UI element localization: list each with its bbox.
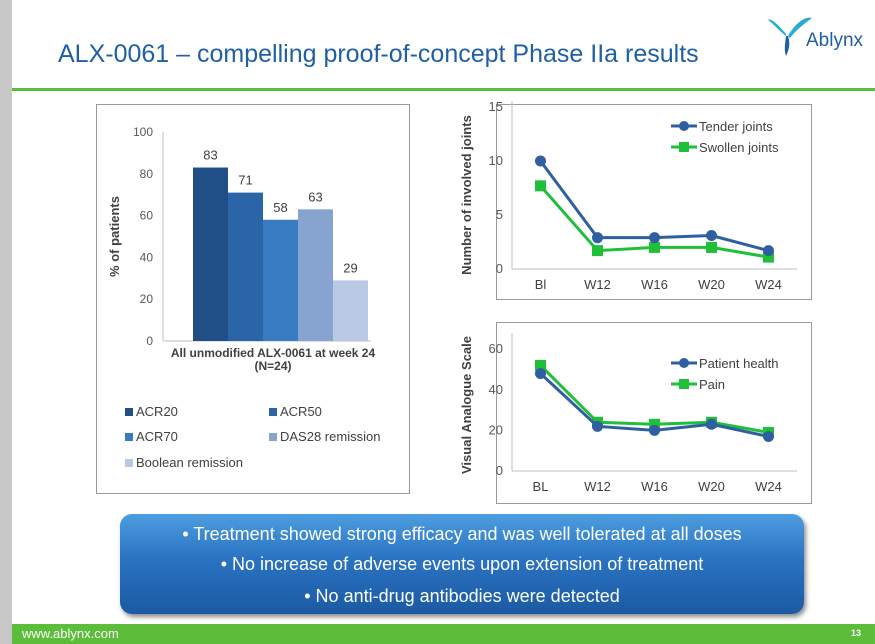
y-axis-title: Visual Analogue Scale — [459, 336, 474, 474]
data-point — [706, 230, 717, 242]
y-tick-label: 60 — [489, 341, 503, 356]
x-tick-label: W12 — [584, 479, 611, 494]
footer-bar: www.ablynx.com 13 — [12, 624, 875, 644]
x-tick-label: Bl — [535, 277, 547, 292]
legend-label: Boolean remission — [136, 455, 243, 470]
vas-chart: 0 20 40 60 BL W12 W16 W20 W24 Visual Analogue Sca… — [459, 333, 797, 494]
bar-data-label: 58 — [273, 200, 287, 215]
legend-marker — [679, 121, 689, 131]
bar-data-label: 71 — [238, 173, 252, 188]
joints-chart: 0 5 10 15 Bl W12 W16 W20 W24 Number of involved j… — [459, 99, 797, 292]
x-tick-label: W16 — [641, 277, 668, 292]
x-tick-label: W24 — [755, 479, 782, 494]
footer-url[interactable]: www.ablynx.com — [22, 626, 119, 641]
bar-data-label: 29 — [343, 260, 357, 275]
finding-1: • Treatment showed strong efficacy and w… — [182, 524, 742, 544]
x-tick-label: W20 — [698, 479, 725, 494]
legend-swatch — [125, 408, 133, 416]
key-findings-callout: • Treatment showed strong efficacy and w… — [120, 514, 804, 614]
x-axis-title: All unmodified ALX-0061 at week 24 — [171, 346, 376, 360]
bar-boolean-remission — [333, 280, 368, 341]
data-point — [706, 241, 717, 253]
bar-chart: 0 20 40 60 80 100 % of patients 83 71 58 63 29 All u… — [107, 125, 380, 470]
bar-acr20 — [193, 167, 228, 341]
x-tick-label: W20 — [698, 277, 725, 292]
data-point — [535, 155, 546, 167]
legend-label: Pain — [699, 377, 725, 392]
bar-acr70 — [263, 219, 298, 341]
y-tick-label: 20 — [140, 292, 154, 306]
bar-chart-panel: 0 20 40 60 80 100 % of patients 83 71 58 63 29 All u… — [96, 104, 410, 494]
legend-label: Swollen joints — [699, 140, 779, 155]
slide: ALX-0061 – compelling proof-of-concept P… — [12, 0, 875, 644]
data-point — [592, 232, 603, 244]
finding-2: • No increase of adverse events upon ext… — [220, 554, 704, 574]
legend-label: ACR20 — [136, 404, 178, 419]
logo-text: Ablynx — [806, 30, 864, 51]
data-point — [763, 251, 774, 263]
legend-label: ACR70 — [136, 429, 178, 444]
bar-acr50 — [228, 192, 263, 341]
legend-swatch — [269, 433, 277, 441]
legend-label: ACR50 — [280, 404, 322, 419]
y-tick-label: 0 — [146, 334, 153, 348]
y-tick-label: 5 — [496, 207, 503, 222]
x-tick-label: BL — [533, 479, 549, 494]
bar-das28-remission — [298, 209, 333, 341]
slide-title: ALX-0061 – compelling proof-of-concept P… — [58, 40, 699, 68]
legend-label: Tender joints — [699, 119, 773, 134]
y-tick-label: 0 — [496, 261, 503, 276]
y-tick-label: 40 — [140, 250, 154, 264]
legend-swatch — [125, 459, 133, 467]
legend-marker — [679, 142, 689, 152]
data-point — [649, 232, 660, 244]
x-tick-label: W12 — [584, 277, 611, 292]
data-point — [649, 418, 660, 430]
ablynx-logo-icon — [768, 17, 812, 56]
x-axis-title: (N=24) — [254, 359, 291, 373]
bar-data-label: 83 — [203, 148, 217, 163]
data-point — [763, 430, 774, 442]
data-point — [649, 241, 660, 253]
data-point — [592, 245, 603, 257]
y-tick-label: 10 — [489, 153, 503, 168]
x-tick-label: W16 — [641, 479, 668, 494]
data-point — [535, 359, 546, 371]
legend-swatch — [125, 433, 133, 441]
legend-marker — [679, 379, 689, 389]
legend-label: Patient health — [699, 356, 779, 371]
data-point — [535, 180, 546, 192]
x-tick-label: W24 — [755, 277, 782, 292]
bar-data-label: 63 — [308, 189, 322, 204]
vas-chart-panel: 0 20 40 60 BL W12 W16 W20 W24 Visual Analogue Sca… — [459, 322, 812, 504]
y-tick-label: 15 — [489, 99, 503, 114]
y-axis-title: Number of involved joints — [459, 115, 474, 275]
page-number: 13 — [850, 628, 861, 638]
legend-swatch — [269, 408, 277, 416]
y-tick-label: 60 — [140, 209, 154, 223]
joints-chart-panel: 0 5 10 15 Bl W12 W16 W20 W24 Number of involved j… — [459, 99, 812, 300]
title-divider — [12, 88, 875, 91]
data-point — [649, 424, 660, 436]
y-tick-label: 0 — [496, 463, 503, 478]
y-tick-label: 100 — [133, 125, 153, 139]
y-tick-label: 20 — [489, 422, 503, 437]
data-point — [592, 420, 603, 432]
y-axis-title: % of patients — [107, 196, 122, 277]
data-point — [763, 245, 774, 257]
data-point — [706, 418, 717, 430]
data-point — [535, 368, 546, 380]
legend-label: DAS28 remission — [280, 429, 380, 444]
finding-3: • No anti-drug antibodies were detected — [304, 586, 620, 606]
y-tick-label: 80 — [140, 167, 154, 181]
legend-marker — [679, 358, 689, 368]
y-tick-label: 40 — [489, 382, 503, 397]
